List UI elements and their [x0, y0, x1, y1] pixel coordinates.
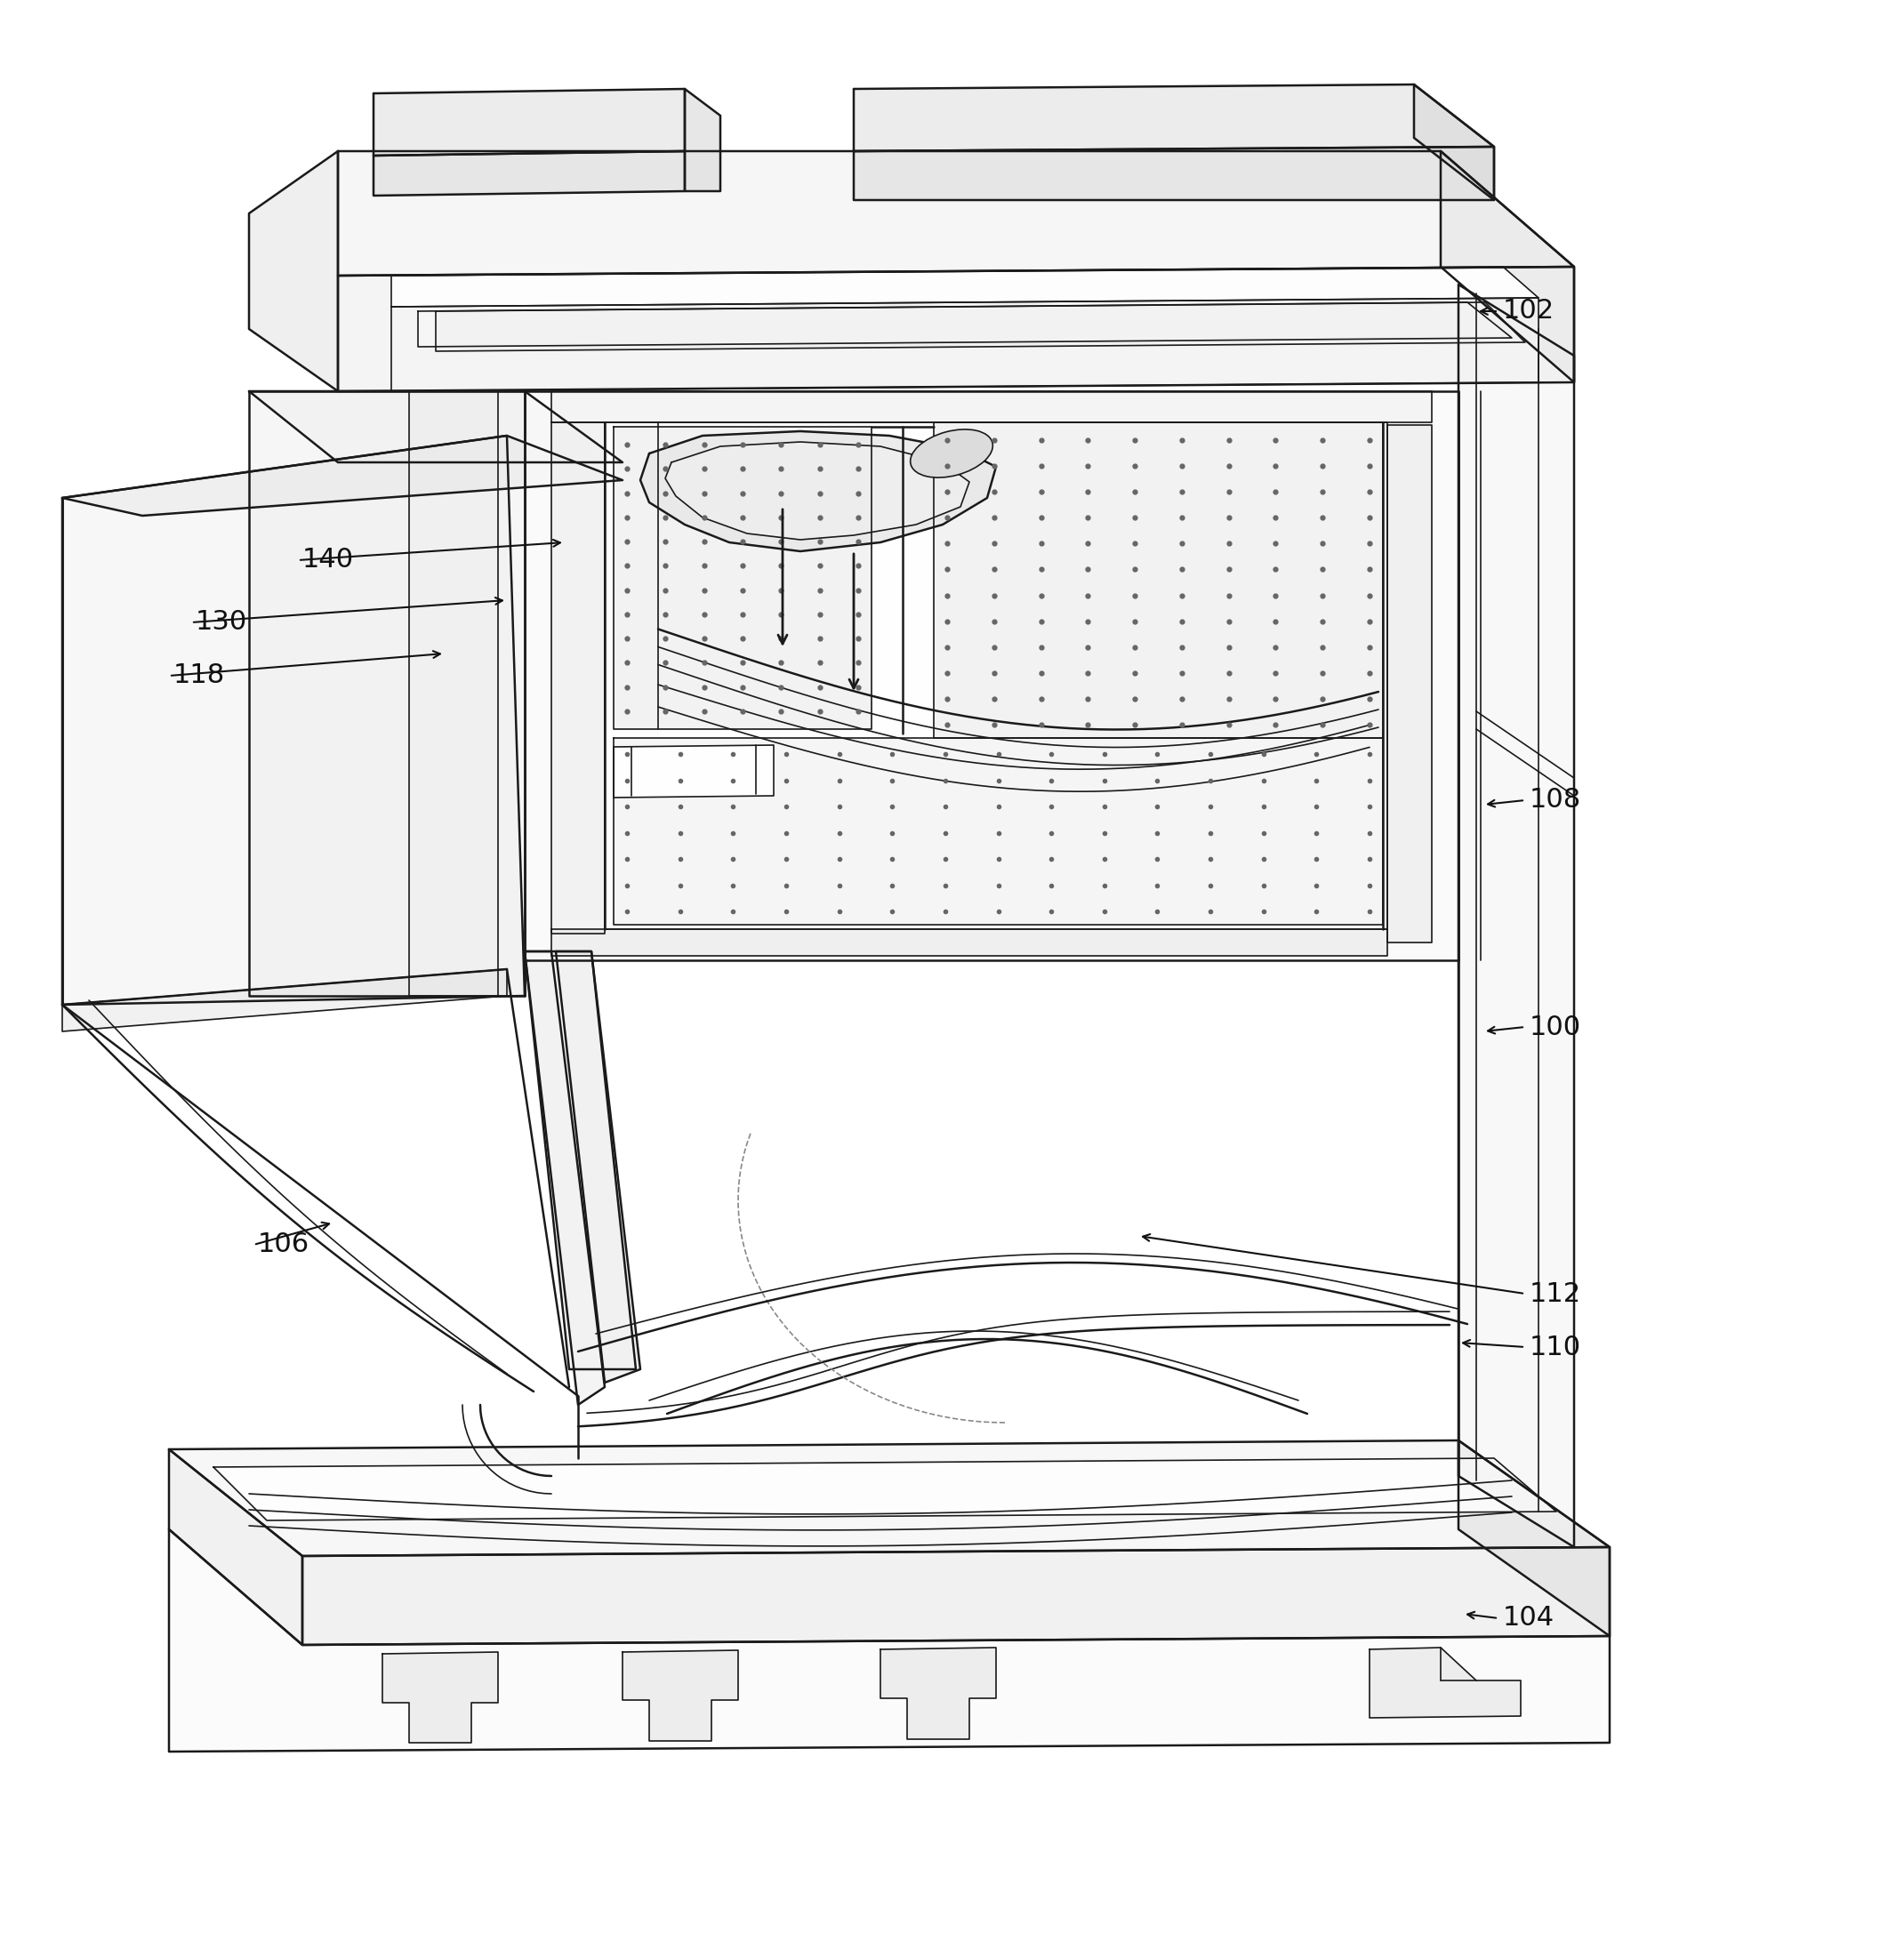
Text: 112: 112 [1529, 1280, 1582, 1307]
Polygon shape [605, 423, 1388, 930]
Text: 140: 140 [303, 548, 354, 573]
Text: 130: 130 [196, 609, 248, 636]
Polygon shape [169, 1450, 303, 1646]
Polygon shape [880, 1648, 996, 1740]
Polygon shape [685, 88, 720, 192]
Polygon shape [303, 1548, 1609, 1646]
Polygon shape [249, 391, 526, 996]
Polygon shape [383, 1652, 499, 1744]
Text: 100: 100 [1529, 1014, 1582, 1039]
Polygon shape [1458, 284, 1575, 1548]
Polygon shape [392, 297, 1538, 391]
Polygon shape [419, 301, 1512, 346]
Polygon shape [853, 147, 1495, 200]
Polygon shape [664, 442, 969, 540]
Polygon shape [373, 88, 685, 157]
Polygon shape [249, 391, 623, 462]
Polygon shape [552, 391, 1432, 423]
Polygon shape [640, 431, 996, 552]
Polygon shape [63, 436, 623, 517]
Polygon shape [337, 151, 1575, 276]
Ellipse shape [910, 429, 992, 478]
Polygon shape [552, 930, 1388, 955]
Polygon shape [169, 1528, 1609, 1752]
Text: 108: 108 [1529, 787, 1582, 812]
Polygon shape [526, 951, 605, 1405]
Polygon shape [1441, 151, 1575, 382]
Polygon shape [526, 951, 636, 1370]
Polygon shape [1415, 84, 1495, 200]
Polygon shape [556, 951, 640, 1382]
Polygon shape [1388, 425, 1432, 943]
Polygon shape [169, 1440, 1609, 1556]
Polygon shape [853, 84, 1495, 151]
Text: 106: 106 [257, 1231, 310, 1258]
Polygon shape [63, 969, 506, 1031]
Polygon shape [613, 738, 1382, 926]
Text: 102: 102 [1502, 297, 1554, 325]
Polygon shape [933, 423, 1382, 738]
Text: 110: 110 [1529, 1335, 1582, 1360]
Polygon shape [613, 746, 773, 798]
Polygon shape [249, 151, 337, 391]
Polygon shape [409, 391, 499, 996]
Text: 104: 104 [1502, 1605, 1554, 1630]
Polygon shape [1369, 1648, 1521, 1718]
Text: 118: 118 [173, 663, 225, 689]
Polygon shape [623, 1650, 739, 1742]
Polygon shape [63, 436, 526, 1004]
Polygon shape [552, 423, 605, 933]
Polygon shape [373, 151, 685, 196]
Polygon shape [337, 266, 1575, 391]
Polygon shape [213, 1458, 1556, 1521]
Polygon shape [613, 427, 872, 730]
Polygon shape [436, 301, 1525, 350]
Polygon shape [392, 266, 1538, 307]
Polygon shape [1458, 1440, 1609, 1636]
Polygon shape [526, 391, 1458, 961]
